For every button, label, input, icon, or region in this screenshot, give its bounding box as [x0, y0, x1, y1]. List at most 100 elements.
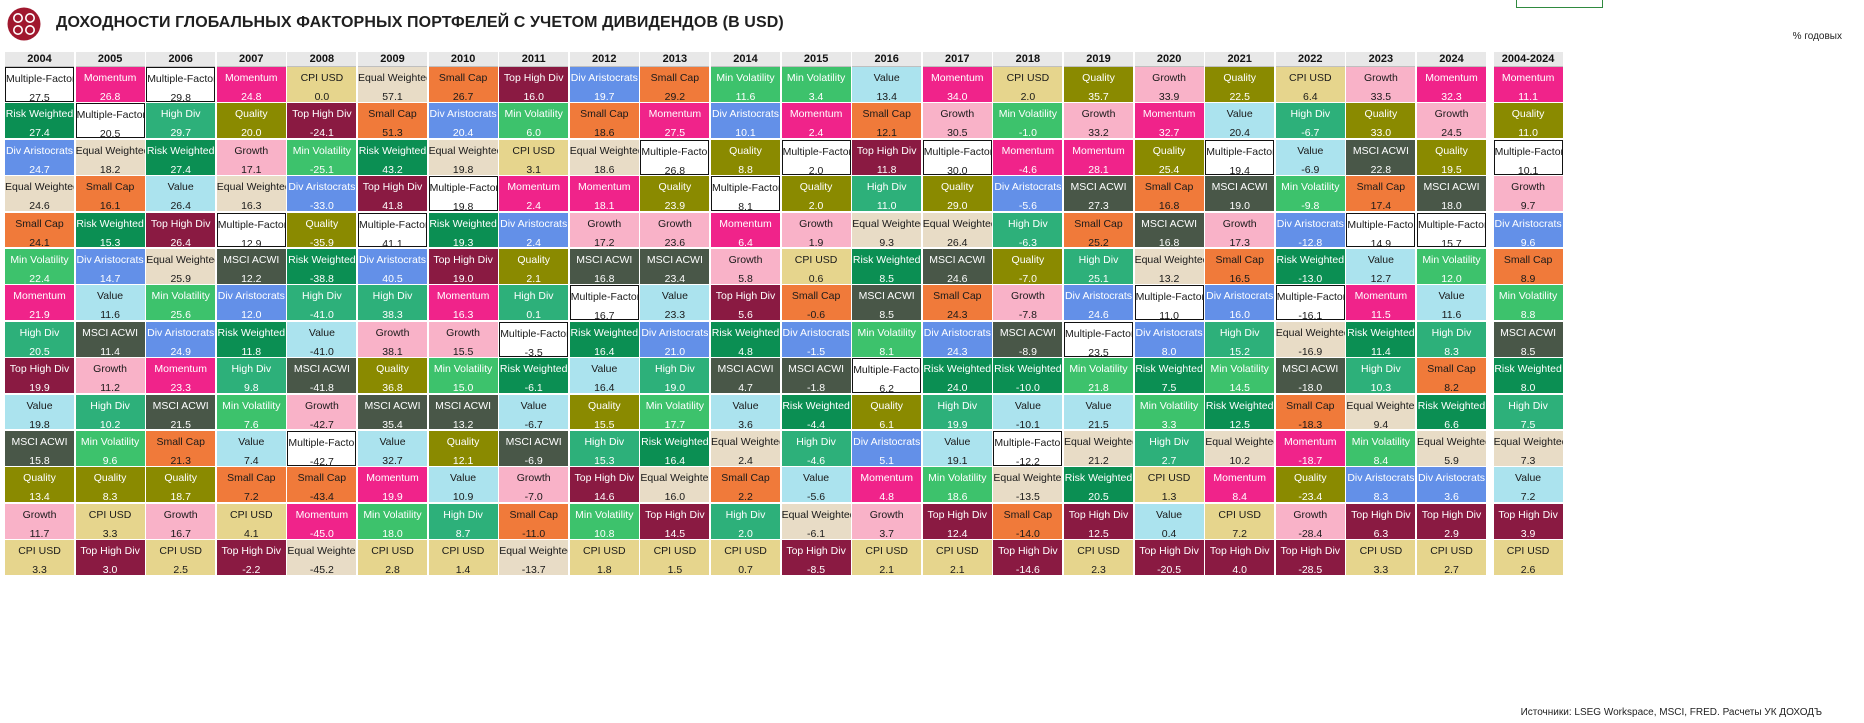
factor-return: 43.2	[382, 163, 403, 175]
factor-return: -28.4	[1298, 527, 1323, 539]
factor-cell: Div Aristocrats 24.9	[146, 321, 216, 357]
factor-cell: MSCI ACWI 8.5	[852, 285, 922, 321]
factor-name: Top High Div	[1280, 545, 1341, 558]
factor-name: Momentum	[507, 181, 560, 194]
factor-cell: Quality 12.1	[428, 431, 498, 466]
factor-name: Risk Weighted	[5, 108, 74, 121]
factor-return: 10.9	[452, 491, 474, 503]
factor-name: Small Cap	[509, 508, 558, 521]
factor-cell: Div Aristocrats 20.4	[428, 103, 498, 139]
factor-cell: CPI USD 1.5	[640, 540, 710, 575]
factor-return: 14.7	[99, 273, 121, 284]
factor-name: Value	[26, 399, 53, 412]
factor-name: Value	[873, 72, 900, 84]
factor-cell: Growth 9.7	[1493, 176, 1563, 211]
factor-cell: Multiple-Factor 8.1	[711, 176, 780, 211]
factor-return: 29.8	[170, 92, 191, 102]
factor-return: 22.8	[1370, 163, 1392, 175]
factor-name: Div Aristocrats	[1417, 472, 1486, 485]
factor-cell: Growth 38.1	[358, 321, 427, 357]
factor-name: Risk Weighted	[217, 326, 286, 339]
factor-return: -45.2	[309, 564, 334, 575]
factor-cell: High Div 15.3	[569, 431, 639, 466]
factor-name: Multiple-Factor	[853, 364, 922, 377]
factor-name: Risk Weighted	[288, 254, 356, 266]
factor-name: Risk Weighted	[1135, 363, 1203, 376]
factor-return: 18.0	[382, 527, 403, 539]
factor-name: Multiple-Factor	[1347, 218, 1416, 231]
factor-return: -42.7	[309, 418, 334, 430]
factor-name: Value	[1515, 472, 1542, 485]
factor-name: Multiple-Factor	[500, 327, 569, 340]
factor-name: MSCI ACWI	[858, 290, 915, 303]
year-header: 2016	[852, 52, 922, 67]
factor-name: Small Cap	[1356, 181, 1406, 194]
factor-name: Quality	[1152, 144, 1186, 157]
factor-cell: Multiple-Factor 11.0	[1134, 285, 1204, 321]
factor-cell: CPI USD 3.1	[499, 139, 569, 175]
factor-cell: MSCI ACWI 8.5	[1493, 321, 1563, 357]
factor-cell: Quality -35.9	[287, 212, 357, 248]
factor-return: 16.7	[594, 310, 615, 321]
factor-return: 8.5	[879, 309, 894, 321]
factor-cell: High Div 0.1	[499, 285, 569, 321]
factor-cell: Growth -42.7	[287, 394, 357, 430]
factor-cell: Value 21.5	[1064, 394, 1133, 430]
factor-name: Value	[167, 181, 194, 194]
factor-return: 2.1	[879, 564, 894, 575]
factor-cell: CPI USD 7.2	[1205, 503, 1275, 539]
factor-name: Top High Div	[150, 217, 211, 230]
factor-cell: Equal Weighted 24.6	[5, 176, 74, 211]
factor-cell: Multiple-Factor -3.5	[499, 321, 569, 357]
factor-name: Multiple-Factor	[288, 437, 357, 449]
factor-cell: Value 26.4	[146, 176, 216, 211]
factor-return: 3.7	[879, 527, 894, 539]
factor-return: 8.0	[1161, 345, 1177, 357]
factor-cell: CPI USD 2.0	[993, 67, 1063, 102]
factor-cell: Equal Weighted -6.1	[781, 503, 851, 539]
factor-name: Small Cap	[650, 72, 700, 84]
factor-cell: Quality -23.4	[1275, 467, 1345, 503]
factor-name: Quality	[1435, 144, 1468, 157]
factor-cell: Top High Div -24.1	[287, 103, 357, 139]
factor-cell: Multiple-Factor 23.5	[1064, 321, 1133, 357]
factor-return: 33.5	[1370, 91, 1392, 102]
factor-return: 2.8	[385, 564, 400, 575]
factor-cell: MSCI ACWI 22.8	[1346, 139, 1416, 175]
factor-name: CPI USD	[865, 545, 908, 558]
factor-name: Risk Weighted	[499, 363, 568, 376]
factor-cell: Multiple-Factor 27.5	[5, 67, 74, 102]
factor-return: 17.2	[594, 236, 615, 248]
factor-name: Div Aristocrats	[1064, 290, 1133, 303]
factor-cell: CPI USD 1.8	[569, 540, 639, 575]
factor-cell: Small Cap -11.0	[499, 503, 569, 539]
factor-name: Growth	[728, 254, 763, 266]
factor-cell: Div Aristocrats 16.0	[1205, 285, 1275, 321]
factor-return: 6.6	[1444, 418, 1459, 430]
factor-return: 2.2	[738, 491, 753, 503]
factor-cell: Min Volatility -9.8	[1275, 176, 1345, 211]
factor-cell: Div Aristocrats 24.7	[5, 139, 74, 175]
factor-return: 9.3	[879, 236, 894, 248]
factor-name: Growth	[1152, 72, 1187, 84]
factor-name: Equal Weighted	[993, 472, 1063, 485]
factor-name: Small Cap	[933, 290, 982, 303]
factor-return: -14.0	[1015, 527, 1040, 539]
factor-cell: Value 10.9	[428, 467, 498, 503]
factor-name: Quality	[1511, 108, 1545, 121]
factor-cell: High Div 7.5	[1493, 394, 1563, 430]
factor-return: 24.8	[241, 91, 262, 102]
factor-cell: Small Cap 16.8	[1134, 176, 1204, 211]
factor-name: Growth	[587, 217, 622, 230]
factor-name: MSCI ACWI	[364, 399, 421, 412]
factor-cell: CPI USD 3.3	[75, 503, 145, 539]
factor-return: 34.0	[947, 91, 968, 102]
factor-cell: Small Cap 21.3	[146, 431, 216, 466]
factor-cell: MSCI ACWI -6.9	[499, 431, 569, 466]
factor-name: High Div	[937, 399, 978, 412]
factor-cell: Momentum -4.6	[993, 139, 1063, 175]
factor-cell: Value 20.4	[1205, 103, 1275, 139]
factor-return: 8.3	[1373, 491, 1389, 503]
factor-cell: CPI USD 2.6	[1493, 540, 1563, 575]
factor-return: -33.0	[309, 200, 334, 211]
